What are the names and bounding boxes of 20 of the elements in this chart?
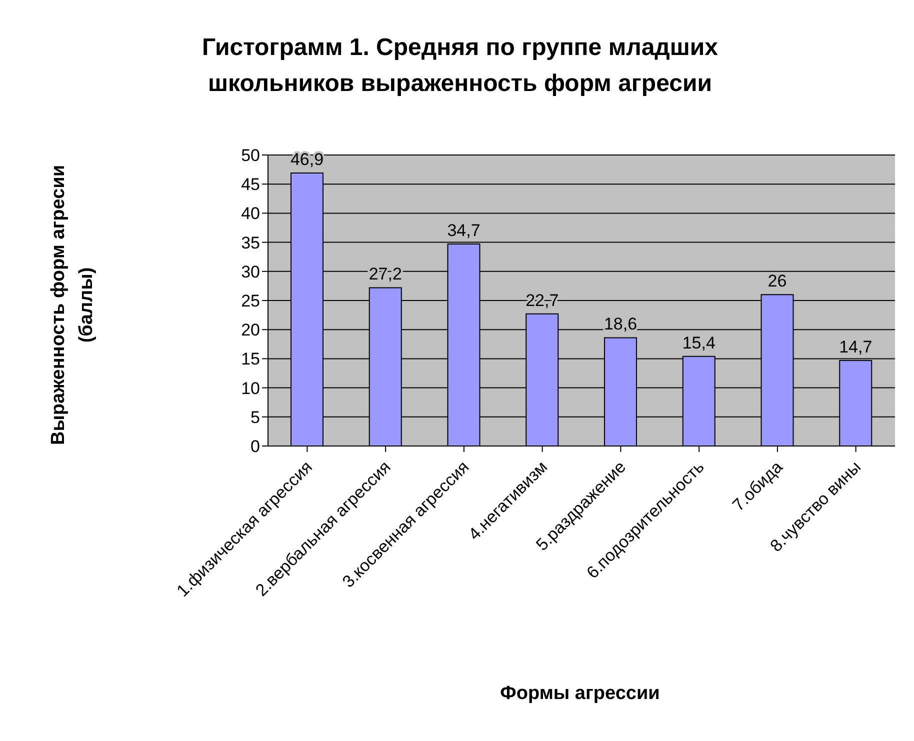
- y-axis-title: Выраженность форм агресии (баллы): [47, 164, 98, 448]
- data-label: 18,6: [604, 314, 638, 334]
- y-tick-label: 40: [241, 204, 260, 224]
- y-tick-label: 50: [241, 146, 260, 166]
- data-label: 15,4: [682, 333, 716, 352]
- y-tick-label: 20: [241, 320, 260, 340]
- data-label: 34,7: [447, 221, 480, 240]
- data-label: 46,9: [290, 150, 324, 170]
- y-tick-label: 45: [241, 175, 260, 194]
- y-tick-label: 10: [241, 378, 260, 398]
- y-tick-label: 25: [241, 292, 260, 311]
- data-label: 26: [768, 272, 787, 291]
- y-tick-label: 35: [241, 233, 260, 252]
- data-label: 14,7: [839, 337, 872, 356]
- y-tick-label: 15: [241, 350, 260, 369]
- y-tick-label: 30: [241, 262, 260, 282]
- y-tick-label: 0: [250, 437, 260, 456]
- x-axis-title: Формы агрессии: [499, 683, 661, 705]
- y-tick-label: 5: [250, 408, 260, 427]
- chart-title: Гистограмм 1. Средняя по группе младших школьников выраженность форм агресии: [200, 33, 720, 99]
